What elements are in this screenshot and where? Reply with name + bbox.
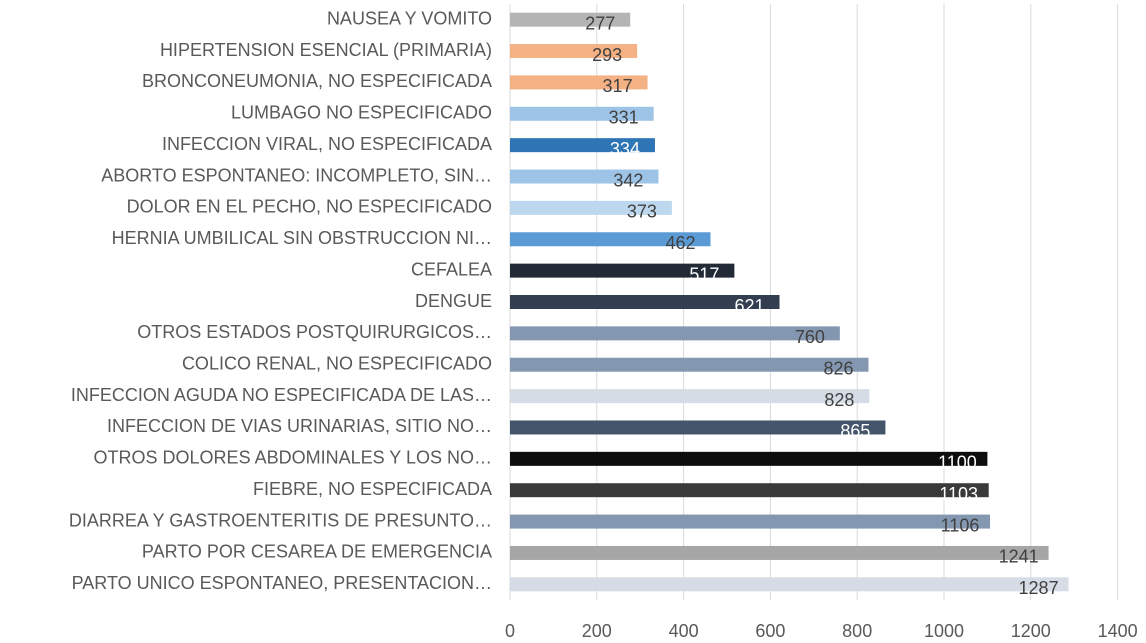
- value-label: 865: [840, 421, 870, 441]
- y-tick-label: PARTO UNICO ESPONTANEO, PRESENTACION…: [72, 573, 492, 593]
- y-tick-label: LUMBAGO NO ESPECIFICADO: [231, 103, 492, 123]
- value-label: 462: [665, 233, 695, 253]
- bar: [510, 357, 869, 372]
- y-tick-label: DENGUE: [415, 291, 492, 311]
- y-tick-label: FIEBRE, NO ESPECIFICADA: [253, 479, 492, 499]
- x-tick-label: 800: [842, 621, 872, 641]
- value-label: 331: [609, 108, 639, 128]
- bar: [510, 451, 988, 466]
- x-tick-label: 600: [755, 621, 785, 641]
- bar: [510, 169, 659, 184]
- value-label: 621: [734, 296, 764, 316]
- value-label: 342: [613, 170, 643, 190]
- value-label: 1106: [941, 515, 980, 535]
- bar: [510, 263, 735, 278]
- y-tick-label: OTROS ESTADOS POSTQUIRURGICOS…: [137, 322, 492, 342]
- y-tick-label: OTROS DOLORES ABDOMINALES Y LOS NO…: [94, 448, 492, 468]
- bar: [510, 545, 1049, 560]
- y-tick-label: INFECCION DE VIAS URINARIAS, SITIO NO…: [107, 416, 492, 436]
- y-tick-label: NAUSEA Y VOMITO: [327, 8, 492, 28]
- bar: [510, 326, 840, 341]
- bar: [510, 514, 991, 529]
- value-label: 334: [610, 139, 640, 159]
- bar: [510, 12, 631, 27]
- value-label: 1241: [999, 547, 1039, 567]
- bar: [510, 106, 654, 121]
- y-tick-label: COLICO RENAL, NO ESPECIFICADO: [182, 353, 492, 373]
- value-label: 760: [795, 327, 825, 347]
- y-tick-label: HERNIA UMBILICAL SIN OBSTRUCCION NI…: [112, 228, 492, 248]
- value-label: 828: [824, 390, 854, 410]
- y-tick-label: ABORTO ESPONTANEO: INCOMPLETO, SIN…: [101, 165, 492, 185]
- y-tick-label: BRONCONEUMONIA, NO ESPECIFICADA: [142, 71, 492, 91]
- bar: [510, 44, 638, 59]
- x-tick-label: 1000: [924, 621, 964, 641]
- bar: [510, 420, 886, 435]
- bar: [510, 483, 989, 498]
- value-label: 826: [823, 358, 853, 378]
- value-label: 373: [627, 202, 657, 222]
- bar: [510, 232, 711, 247]
- value-label: 1103: [939, 484, 978, 504]
- bar: [510, 389, 870, 404]
- bar: [510, 295, 780, 309]
- x-tick-label: 1400: [1098, 621, 1138, 641]
- value-label: 517: [689, 264, 719, 284]
- value-label: 1287: [1019, 578, 1059, 598]
- value-label: 1100: [938, 453, 977, 473]
- y-tick-label: DIARREA Y GASTROENTERITIS DE PRESUNTO…: [69, 510, 492, 530]
- value-label: 317: [603, 76, 633, 96]
- y-tick-label: PARTO POR CESAREA DE EMERGENCIA: [142, 542, 492, 562]
- x-tick-label: 200: [582, 621, 612, 641]
- bar: [510, 577, 1069, 592]
- y-tick-label: INFECCION AGUDA NO ESPECIFICADA DE LAS…: [71, 385, 492, 405]
- bar: [510, 75, 648, 90]
- bar: [510, 138, 655, 153]
- x-tick-label: 0: [505, 621, 515, 641]
- y-tick-label: INFECCION VIRAL, NO ESPECIFICADA: [162, 134, 492, 154]
- bar: [510, 200, 672, 215]
- x-tick-label: 400: [669, 621, 699, 641]
- value-label: 293: [592, 45, 622, 65]
- x-tick-label: 1200: [1011, 621, 1051, 641]
- y-tick-label: HIPERTENSION ESENCIAL (PRIMARIA): [160, 40, 492, 60]
- value-label: 277: [585, 13, 615, 33]
- y-tick-label: DOLOR EN EL PECHO, NO ESPECIFICADO: [127, 197, 492, 217]
- y-tick-label: CEFALEA: [411, 259, 492, 279]
